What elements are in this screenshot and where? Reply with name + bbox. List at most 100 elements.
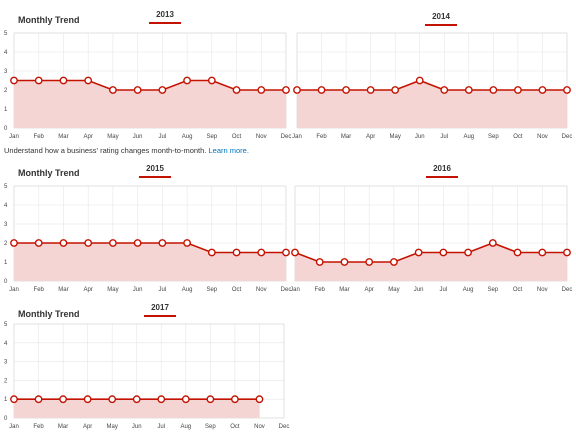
data-point-feb[interactable] (317, 86, 326, 94)
data-point-mar[interactable] (59, 239, 68, 247)
data-point-aug[interactable] (183, 239, 191, 247)
x-tick-label: Oct (230, 424, 240, 430)
x-tick-label: Sep (206, 134, 217, 140)
x-tick-label: May (388, 287, 399, 293)
data-point-apr[interactable] (84, 239, 93, 247)
data-point-jul[interactable] (158, 86, 167, 94)
data-point-nov[interactable] (257, 86, 266, 94)
y-tick-label: 5 (4, 322, 8, 328)
y-tick-label: 0 (4, 279, 8, 285)
x-tick-label: Feb (34, 287, 45, 293)
data-point-feb[interactable] (315, 258, 324, 266)
x-tick-label: May (107, 424, 118, 430)
data-point-sep[interactable] (206, 395, 215, 404)
data-point-nov[interactable] (538, 86, 547, 94)
data-point-aug[interactable] (183, 76, 191, 85)
data-point-oct[interactable] (513, 248, 522, 257)
data-point-aug[interactable] (464, 86, 473, 94)
data-point-oct[interactable] (231, 395, 239, 404)
data-point-dec[interactable] (282, 86, 290, 94)
x-tick-label: Aug (463, 287, 474, 293)
y-tick-label: 4 (4, 341, 8, 347)
x-tick-label: Jun (132, 424, 142, 430)
x-tick-label: Dec (281, 287, 292, 293)
data-point-sep[interactable] (488, 239, 497, 247)
data-point-jun[interactable] (132, 395, 141, 404)
data-point-oct[interactable] (232, 248, 241, 257)
data-point-dec[interactable] (563, 248, 571, 257)
x-tick-label: Sep (487, 287, 498, 293)
x-tick-label: Mar (341, 134, 351, 140)
data-point-may[interactable] (391, 86, 400, 94)
series-area (14, 80, 286, 128)
data-point-aug[interactable] (181, 395, 190, 404)
x-tick-label: Jul (157, 424, 165, 430)
y-tick-label: 4 (4, 50, 8, 56)
series-line (14, 79, 286, 91)
x-tick-label: Jul (159, 134, 167, 140)
data-point-feb[interactable] (34, 239, 43, 247)
data-point-mar[interactable] (340, 258, 349, 266)
data-point-may[interactable] (109, 239, 117, 247)
data-point-jul[interactable] (158, 239, 167, 247)
x-tick-label: Jun (414, 287, 424, 293)
section-heading-2: Monthly Trend (18, 168, 80, 178)
data-point-jan[interactable] (10, 76, 18, 85)
x-tick-label: Aug (182, 134, 193, 140)
data-point-jul[interactable] (157, 395, 166, 404)
data-point-may[interactable] (390, 258, 398, 266)
data-point-jan[interactable] (293, 86, 301, 94)
data-point-jul[interactable] (440, 86, 449, 94)
data-point-dec[interactable] (282, 248, 290, 257)
data-point-sep[interactable] (207, 76, 216, 85)
x-tick-label: Feb (316, 134, 327, 140)
x-tick-label: Mar (58, 134, 68, 140)
data-point-may[interactable] (109, 86, 117, 94)
data-point-oct[interactable] (232, 86, 241, 94)
data-point-aug[interactable] (464, 248, 472, 257)
data-point-mar[interactable] (342, 86, 350, 94)
data-point-may[interactable] (108, 395, 117, 404)
data-point-jan[interactable] (291, 248, 299, 257)
x-tick-label: Nov (254, 424, 265, 430)
data-point-feb[interactable] (34, 76, 43, 85)
data-point-sep[interactable] (207, 248, 216, 257)
data-point-feb[interactable] (34, 395, 43, 404)
data-point-nov[interactable] (255, 395, 264, 404)
data-point-apr[interactable] (365, 258, 374, 266)
data-point-jun[interactable] (133, 86, 142, 94)
rating-help-message: Understand how a business' rating change… (4, 146, 207, 155)
series-line (14, 242, 286, 254)
data-point-jul[interactable] (439, 248, 448, 257)
y-tick-label: 2 (4, 241, 8, 247)
section-heading-1: Monthly Trend (18, 15, 80, 25)
learn-more-link[interactable]: Learn more. (208, 146, 249, 155)
x-tick-label: Apr (83, 424, 92, 430)
x-tick-label: Sep (205, 424, 216, 430)
data-point-jan[interactable] (10, 395, 18, 404)
data-point-apr[interactable] (83, 395, 92, 404)
data-point-apr[interactable] (366, 86, 375, 94)
data-point-jun[interactable] (133, 239, 142, 247)
data-point-apr[interactable] (84, 76, 93, 85)
data-point-dec[interactable] (563, 86, 571, 94)
data-point-mar[interactable] (59, 76, 68, 85)
x-tick-label: Aug (182, 287, 193, 293)
data-point-sep[interactable] (489, 86, 498, 94)
data-point-jun[interactable] (414, 248, 423, 257)
x-tick-label: Apr (84, 287, 93, 293)
series-area (14, 243, 286, 281)
data-point-jun[interactable] (415, 76, 424, 85)
data-point-nov[interactable] (538, 248, 547, 257)
x-tick-label: Apr (366, 134, 375, 140)
series-line (294, 242, 567, 263)
y-tick-label: 1 (4, 107, 8, 113)
x-tick-label: Dec (562, 134, 573, 140)
data-point-jan[interactable] (10, 239, 18, 247)
x-tick-label: May (107, 134, 118, 140)
x-tick-label: May (390, 134, 401, 140)
data-point-mar[interactable] (59, 395, 67, 404)
data-point-nov[interactable] (257, 248, 266, 257)
x-tick-label: Jul (440, 134, 448, 140)
data-point-oct[interactable] (514, 86, 522, 94)
